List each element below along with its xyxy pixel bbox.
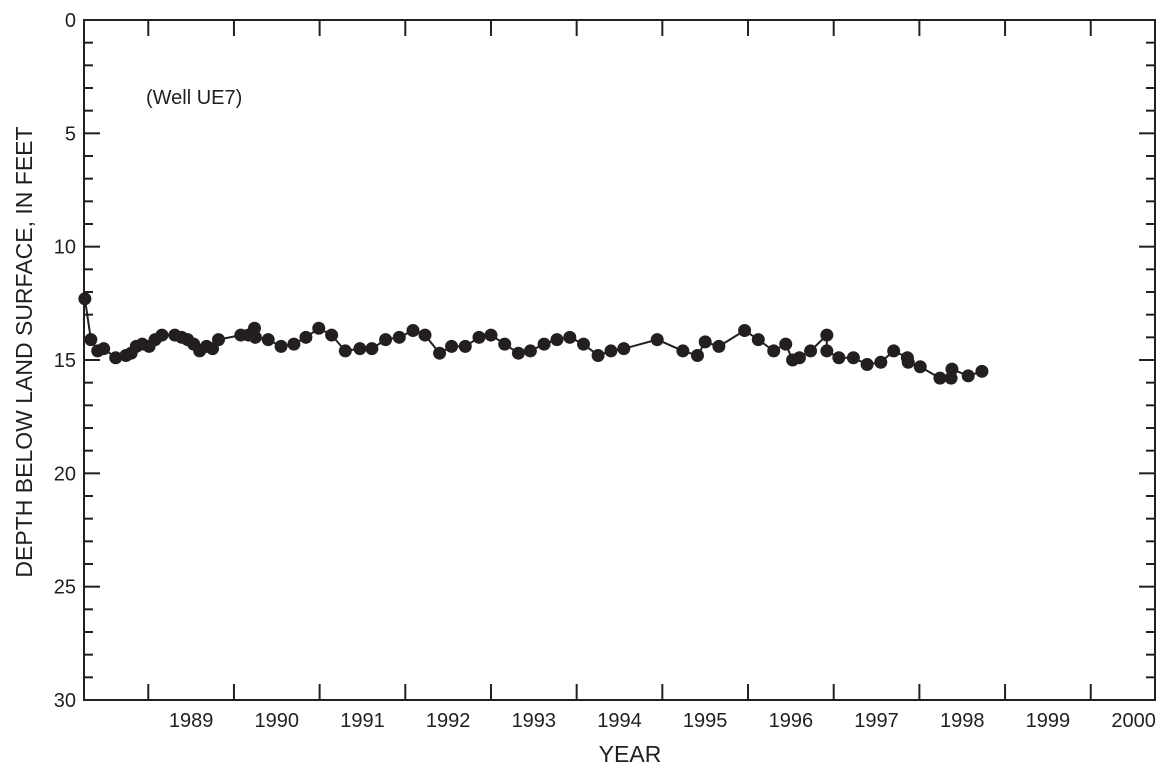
data-point — [406, 324, 420, 338]
data-point — [84, 333, 98, 347]
data-point — [365, 342, 379, 356]
x-tick-label: 1991 — [340, 710, 385, 732]
data-point — [591, 348, 605, 362]
data-point — [379, 333, 393, 347]
data-point — [676, 344, 690, 358]
x-tick-label: 1993 — [512, 710, 557, 732]
y-tick-labels: 0 5 10 15 20 25 30 — [54, 10, 76, 712]
data-point — [767, 344, 781, 358]
data-point — [78, 292, 92, 306]
data-point — [433, 346, 447, 360]
x-tick-label: 1997 — [854, 710, 899, 732]
data-point — [445, 339, 459, 353]
data-point — [975, 364, 989, 378]
x-tick-label: 1999 — [1026, 710, 1071, 732]
data-point — [472, 330, 486, 344]
data-point — [325, 328, 339, 342]
x-axis-label: YEAR — [599, 741, 662, 767]
data-point — [261, 333, 275, 347]
data-point — [792, 351, 806, 365]
data-point — [738, 324, 752, 338]
data-point — [299, 330, 313, 344]
y-tick-label: 15 — [54, 350, 76, 372]
data-point — [577, 337, 591, 351]
data-point — [353, 342, 367, 356]
y-axis-label: DEPTH BELOW LAND SURFACE, IN FEET — [11, 126, 37, 577]
data-point — [698, 335, 712, 349]
data-point — [804, 344, 818, 358]
data-point — [312, 321, 326, 335]
x-tick-label: 1996 — [769, 710, 814, 732]
minor-ticks — [84, 41, 1155, 679]
data-point — [650, 333, 664, 347]
data-point — [887, 344, 901, 358]
x-tick-label: 1998 — [940, 710, 985, 732]
data-point — [712, 339, 726, 353]
data-point — [392, 330, 406, 344]
x-tick-label: 1990 — [255, 710, 300, 732]
data-point — [933, 371, 947, 385]
y-tick-label: 0 — [65, 10, 76, 32]
x-tick-label: 1994 — [597, 710, 642, 732]
data-point — [820, 328, 834, 342]
data-point — [212, 333, 226, 347]
data-point — [874, 355, 888, 369]
x-tick-label: 1989 — [169, 710, 214, 732]
data-point — [498, 337, 512, 351]
data-point — [961, 369, 975, 383]
data-point — [846, 351, 860, 365]
y-tick-label: 10 — [54, 237, 76, 259]
data-point — [155, 328, 169, 342]
x-tick-labels: 1989 1990 1991 1992 1993 1994 1995 1996 1997 1998… — [169, 710, 1156, 732]
x-tick-label: 2000 — [1111, 710, 1156, 732]
data-point — [690, 348, 704, 362]
data-point — [458, 339, 472, 353]
data-point — [511, 346, 525, 360]
data-point — [860, 358, 874, 372]
data-point — [751, 333, 765, 347]
y-tick-label: 30 — [54, 690, 76, 712]
data-point — [779, 337, 793, 351]
data-point — [274, 339, 288, 353]
x-tick-label: 1995 — [683, 710, 728, 732]
data-point — [820, 344, 834, 358]
data-point — [550, 333, 564, 347]
data-point — [523, 344, 537, 358]
y-tick-label: 25 — [54, 577, 76, 599]
y-tick-label: 5 — [65, 123, 76, 145]
data-point — [484, 328, 498, 342]
major-ticks — [84, 19, 1155, 701]
data-point — [604, 344, 618, 358]
data-point — [97, 342, 111, 356]
data-point — [248, 330, 262, 344]
data-point — [109, 351, 123, 365]
data-point — [832, 351, 846, 365]
data-point — [287, 337, 301, 351]
data-point — [945, 362, 959, 376]
data-point — [338, 344, 352, 358]
data-point — [563, 330, 577, 344]
plot-frame — [83, 19, 1156, 701]
y-tick-label: 20 — [54, 463, 76, 485]
data-point — [913, 360, 927, 374]
well-annotation: (Well UE7) — [146, 87, 242, 109]
data-points — [78, 292, 989, 385]
x-tick-label: 1992 — [426, 710, 471, 732]
data-point — [617, 342, 631, 356]
data-point — [418, 328, 432, 342]
data-point — [901, 355, 915, 369]
data-point — [537, 337, 551, 351]
